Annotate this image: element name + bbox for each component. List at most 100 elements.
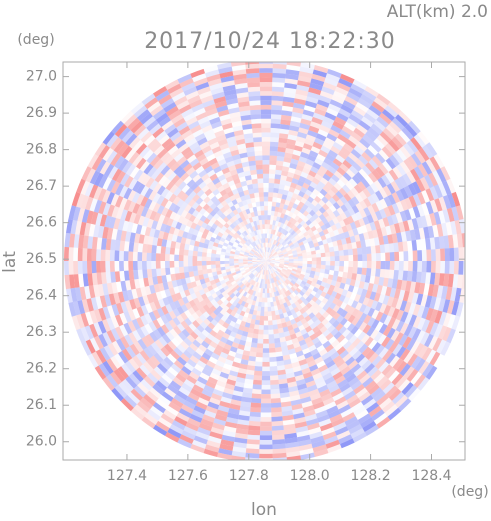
echo-cell	[276, 231, 281, 237]
echo-cell	[212, 177, 221, 185]
echo-cell	[301, 236, 307, 242]
echo-cell	[308, 87, 322, 96]
echo-cell	[195, 336, 204, 345]
echo-cell	[441, 285, 448, 300]
echo-cell	[298, 324, 305, 332]
echo-cell	[341, 277, 347, 284]
echo-cell	[379, 198, 388, 209]
echo-cell	[254, 266, 259, 270]
echo-cell	[252, 236, 256, 242]
echo-cell	[161, 207, 169, 217]
echo-cell	[266, 261, 269, 265]
echo-cell	[350, 325, 359, 335]
echo-cell	[203, 196, 211, 204]
echo-cell	[413, 166, 425, 180]
echo-cell	[239, 405, 251, 412]
echo-cell	[286, 138, 296, 146]
echo-cell	[186, 179, 196, 188]
y-tick-label: 26.4	[26, 288, 57, 304]
echo-cell	[249, 238, 254, 243]
echo-cell	[223, 311, 231, 319]
echo-cell	[149, 210, 157, 221]
echo-cell	[320, 234, 327, 241]
echo-cell	[166, 240, 172, 248]
echo-cell	[240, 221, 246, 227]
echo-cell	[264, 293, 268, 298]
echo-cell	[256, 347, 263, 353]
echo-cell	[235, 247, 241, 252]
echo-cell	[216, 267, 222, 272]
echo-cell	[287, 324, 294, 331]
echo-cell	[284, 237, 290, 242]
echo-cell	[257, 278, 261, 283]
echo-cell	[132, 203, 141, 214]
echo-cell	[385, 286, 392, 297]
echo-cell	[325, 299, 333, 307]
echo-cell	[290, 308, 296, 315]
echo-cell	[195, 197, 204, 205]
echo-cell	[394, 332, 404, 344]
echo-cell	[266, 258, 271, 261]
echo-cell	[252, 388, 262, 395]
echo-cell	[94, 172, 104, 187]
echo-cell	[268, 253, 273, 258]
echo-cell	[270, 375, 279, 381]
echo-cell	[220, 439, 235, 447]
echo-cell	[272, 452, 287, 459]
echo-cell	[295, 280, 301, 286]
echo-cell	[322, 239, 328, 245]
echo-cell	[197, 137, 208, 146]
echo-cell	[375, 245, 381, 254]
echo-cell	[277, 251, 283, 255]
echo-cell	[165, 331, 175, 341]
echo-cell	[241, 238, 247, 244]
echo-cell	[367, 127, 380, 139]
echo-cell	[259, 439, 273, 445]
echo-cell	[233, 203, 240, 210]
echo-cell	[316, 226, 323, 233]
echo-cell	[265, 265, 267, 271]
echo-cell	[278, 279, 283, 284]
echo-cell	[425, 201, 434, 215]
echo-cell	[200, 95, 214, 104]
echo-cell	[454, 287, 462, 302]
echo-cell	[290, 207, 296, 214]
echo-cell	[259, 201, 265, 207]
echo-cell	[222, 430, 236, 438]
echo-cell	[119, 250, 124, 261]
echo-cell	[303, 351, 313, 359]
echo-cell	[232, 234, 238, 240]
echo-cell	[158, 283, 165, 292]
echo-cell	[142, 243, 148, 253]
echo-cell	[319, 388, 331, 398]
echo-cell	[345, 223, 353, 232]
echo-cell	[284, 262, 289, 265]
echo-cell	[305, 380, 316, 388]
echo-cell	[326, 133, 338, 142]
echo-cell	[354, 234, 361, 242]
echo-cell	[462, 247, 465, 261]
echo-cell	[307, 276, 314, 282]
echo-cell	[229, 145, 239, 152]
echo-cell	[252, 262, 257, 264]
echo-cell	[273, 253, 279, 257]
echo-cell	[153, 229, 161, 239]
echo-cell	[246, 77, 260, 83]
echo-cell	[158, 298, 166, 308]
echo-cell	[347, 314, 356, 324]
echo-cell	[119, 261, 124, 272]
echo-cell	[336, 307, 344, 315]
echo-cell	[356, 267, 363, 275]
echo-cell	[329, 413, 343, 423]
echo-cell	[338, 78, 353, 88]
echo-cell	[211, 146, 222, 154]
echo-cell	[164, 343, 174, 354]
echo-cell	[90, 297, 99, 311]
echo-cell	[86, 261, 92, 274]
echo-cell	[284, 180, 292, 187]
echo-cell	[271, 95, 284, 102]
echo-cell	[289, 222, 295, 229]
echo-cell	[217, 405, 230, 413]
echo-cell	[158, 214, 166, 224]
echo-cell	[353, 405, 367, 417]
